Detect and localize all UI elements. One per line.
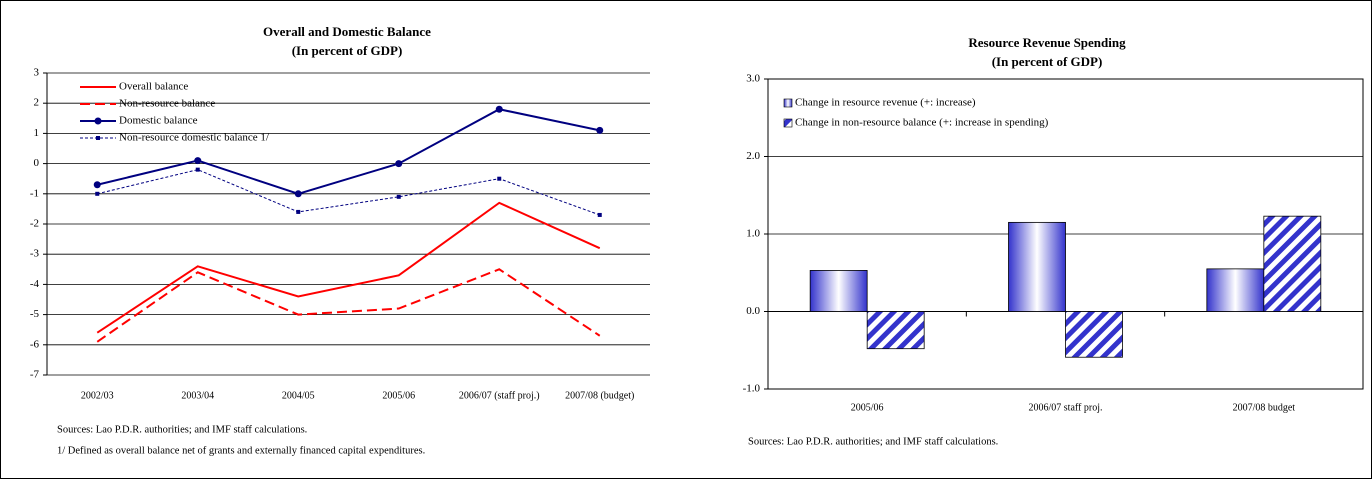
- note: Sources: Lao P.D.R. authorities; and IMF…: [57, 424, 307, 435]
- point: [294, 190, 302, 198]
- point: [296, 209, 301, 214]
- legend-label: Change in non-resource balance (+: incre…: [795, 117, 1049, 129]
- y-tick-label: -2: [30, 218, 39, 230]
- x-tick-label: 2007/08 (budget): [565, 390, 634, 401]
- bar: [809, 270, 868, 312]
- y-tick-label: 3: [34, 67, 40, 79]
- point: [93, 181, 101, 189]
- note: Sources: Lao P.D.R. authorities; and IMF…: [748, 436, 998, 447]
- point: [194, 157, 202, 165]
- x-tick-label: 2002/03: [81, 390, 114, 401]
- y-tick-label: 3.0: [746, 73, 760, 85]
- point: [395, 160, 403, 168]
- y-tick-label: -5: [30, 308, 40, 320]
- point: [597, 212, 602, 217]
- x-tick-label: 2007/08 budget: [1233, 402, 1296, 413]
- legend-marker: [783, 118, 793, 128]
- chart-title: Overall and Domestic Balance: [263, 24, 431, 39]
- legend-label: Non-resource balance: [119, 98, 215, 110]
- chart-subtitle: (In percent of GDP): [292, 43, 403, 58]
- x-tick-label: 2005/06: [851, 402, 884, 413]
- x-tick-label: 2003/04: [181, 390, 214, 401]
- point: [195, 167, 200, 172]
- bar: [1065, 311, 1123, 358]
- legend-marker: [783, 98, 793, 108]
- bar: [1206, 268, 1265, 312]
- y-tick-label: 2.0: [746, 150, 760, 162]
- point: [495, 105, 503, 113]
- point: [95, 191, 100, 196]
- chart-subtitle: (In percent of GDP): [992, 54, 1103, 69]
- point: [497, 176, 502, 181]
- chart-title: Resource Revenue Spending: [968, 35, 1126, 50]
- line: [97, 108, 600, 195]
- x-tick-label: 2005/06: [382, 390, 415, 401]
- y-tick-label: -6: [30, 338, 40, 350]
- legend-label: Non-resource domestic balance 1/: [119, 132, 270, 144]
- y-tick-label: 1.0: [746, 228, 760, 240]
- line: [96, 201, 601, 334]
- y-tick-label: -7: [30, 369, 40, 381]
- legend-label: Domestic balance: [119, 115, 198, 127]
- note: 1/ Defined as overall balance net of gra…: [57, 445, 425, 456]
- y-tick-label: 0.0: [746, 305, 760, 317]
- y-tick-label: -4: [30, 278, 40, 290]
- legend-label: Overall balance: [119, 81, 188, 93]
- legend-marker: [96, 136, 100, 140]
- legend-label: Change in resource revenue (+: increase): [795, 97, 976, 109]
- legend-marker: [94, 117, 102, 125]
- y-tick-label: -1.0: [743, 383, 761, 395]
- x-tick-label: 2006/07 (staff proj.): [459, 390, 540, 401]
- y-tick-label: -1: [30, 187, 39, 199]
- bar: [866, 311, 925, 350]
- line: [96, 268, 601, 343]
- y-tick-label: 2: [34, 97, 40, 109]
- x-tick-label: 2006/07 staff proj.: [1029, 402, 1103, 413]
- point: [596, 126, 604, 134]
- y-tick-label: 1: [34, 127, 40, 139]
- y-tick-label: 0: [34, 157, 40, 169]
- bar: [1263, 215, 1322, 312]
- point: [396, 194, 401, 199]
- y-tick-label: -3: [30, 248, 40, 260]
- line: [97, 169, 600, 216]
- x-tick-label: 2004/05: [282, 390, 315, 401]
- plot-frame: [767, 78, 1364, 390]
- bar: [1008, 221, 1066, 312]
